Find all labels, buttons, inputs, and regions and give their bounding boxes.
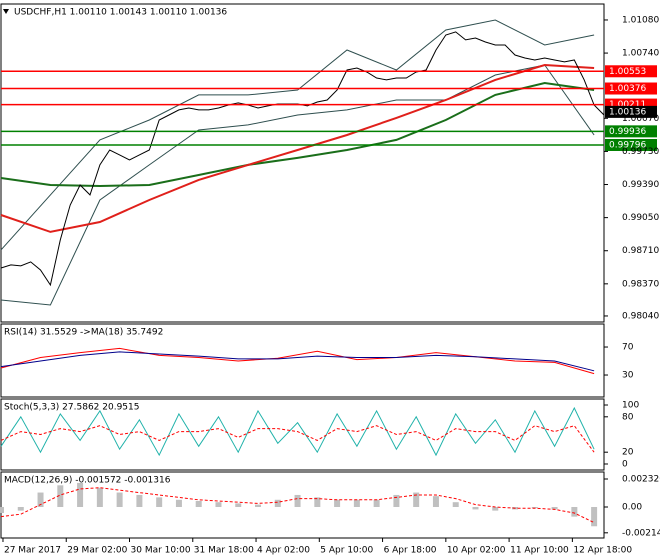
x-tick-label: 5 Apr 10:00 — [320, 546, 373, 556]
histogram-bar — [314, 497, 321, 507]
histogram-bar — [235, 503, 242, 507]
x-tick-label: 30 Mar 10:00 — [131, 546, 191, 556]
x-tick-label: 4 Apr 02:00 — [257, 546, 310, 556]
histogram-bar — [571, 506, 578, 517]
panel-title: MACD(12,26,9) -0.001572 -0.001316 — [4, 476, 171, 486]
histogram-bar — [136, 494, 143, 507]
histogram-bar — [156, 497, 163, 507]
x-tick-label: 27 Mar 2017 — [4, 546, 61, 556]
histogram-bar — [492, 506, 499, 511]
histogram-bar — [472, 506, 479, 510]
histogram-bar — [294, 494, 301, 507]
y-tick-label: 70 — [622, 343, 634, 353]
y-tick-label: 100 — [622, 401, 639, 411]
x-tick-label: 10 Apr 02:00 — [447, 546, 506, 556]
y-tick-label: 0.99050 — [622, 213, 659, 223]
x-tick-label: 31 Mar 18:00 — [194, 546, 254, 556]
y-tick-label: 0.99730 — [622, 147, 659, 157]
panel-frame — [0, 398, 605, 471]
y-tick-label: 1.01080 — [622, 15, 659, 25]
histogram-bar — [255, 504, 262, 507]
series-line — [0, 347, 595, 375]
y-tick-label: 0 — [622, 459, 628, 469]
panel-title: RSI(14) 31.5529 ->MA(18) 35.7492 — [4, 328, 163, 338]
histogram-bar — [175, 499, 182, 507]
menu-arrow — [3, 9, 9, 14]
histogram-bar — [334, 499, 341, 507]
histogram-bar — [57, 485, 64, 507]
last-price-label: 1.00136 — [609, 107, 646, 117]
histogram-bar — [413, 492, 420, 507]
series-line — [0, 406, 595, 457]
level-label-box — [605, 125, 657, 138]
panel-title: Stoch(5,3,3) 27.5862 20.9515 — [4, 403, 139, 413]
level-label: 1.00553 — [609, 67, 646, 77]
panel-frame — [0, 471, 605, 539]
series-line — [0, 63, 595, 233]
y-tick-label: 0.98370 — [622, 279, 659, 289]
series-line — [0, 19, 595, 251]
histogram-bar — [353, 499, 360, 507]
histogram-bar — [215, 502, 222, 507]
histogram-bar — [452, 502, 459, 507]
histogram-bar — [195, 500, 202, 507]
series-line — [0, 81, 595, 188]
level-label-box — [605, 82, 657, 95]
y-tick-label: -0.002144 — [622, 528, 660, 538]
level-label-box — [605, 65, 657, 78]
histogram-bar — [591, 506, 598, 527]
level-label: 0.99796 — [609, 140, 646, 150]
x-tick-label: 6 Apr 18:00 — [384, 546, 437, 556]
histogram-bar — [373, 499, 380, 507]
y-tick-label: 0.99390 — [622, 180, 659, 190]
last-price-box — [605, 105, 657, 118]
y-tick-label: 1.00070 — [622, 114, 659, 124]
panel-frame — [0, 323, 605, 398]
histogram-bar — [432, 496, 439, 507]
histogram-bar — [551, 506, 558, 510]
histogram-bar — [0, 506, 4, 514]
x-tick-label: 29 Mar 02:00 — [67, 546, 127, 556]
y-tick-label: 80 — [622, 412, 634, 422]
histogram-bar — [393, 494, 400, 507]
y-tick-label: 0.98040 — [622, 311, 659, 321]
histogram-bar — [116, 492, 123, 507]
level-label: 1.00376 — [609, 84, 646, 94]
histogram-bar — [17, 506, 24, 511]
y-tick-label: 30 — [622, 371, 634, 381]
level-label-box — [605, 138, 657, 151]
x-tick-label: 11 Apr 10:00 — [510, 546, 569, 556]
y-tick-label: 0.98710 — [622, 246, 659, 256]
y-tick-label: 1.00740 — [622, 49, 659, 59]
y-tick-label: 0.002326 — [622, 474, 660, 484]
panel-title: USDCHF,H1 1.00110 1.00143 1.00110 1.0013… — [14, 8, 227, 18]
x-tick-label: 12 Apr 18:00 — [573, 546, 632, 556]
level-label: 1.00211 — [609, 100, 646, 110]
histogram-bar — [77, 482, 84, 507]
series-line — [0, 487, 595, 524]
histogram-bar — [531, 506, 538, 509]
histogram-bar — [37, 492, 44, 507]
series-line — [0, 351, 595, 372]
level-label: 0.99936 — [609, 127, 646, 137]
series-line — [0, 64, 595, 306]
histogram-bar — [96, 487, 103, 507]
series-line — [0, 425, 595, 453]
histogram-bar — [274, 499, 281, 507]
panel-frame — [0, 3, 605, 323]
y-tick-label: 20 — [622, 448, 634, 458]
y-tick-label: 0.00 — [622, 502, 642, 512]
